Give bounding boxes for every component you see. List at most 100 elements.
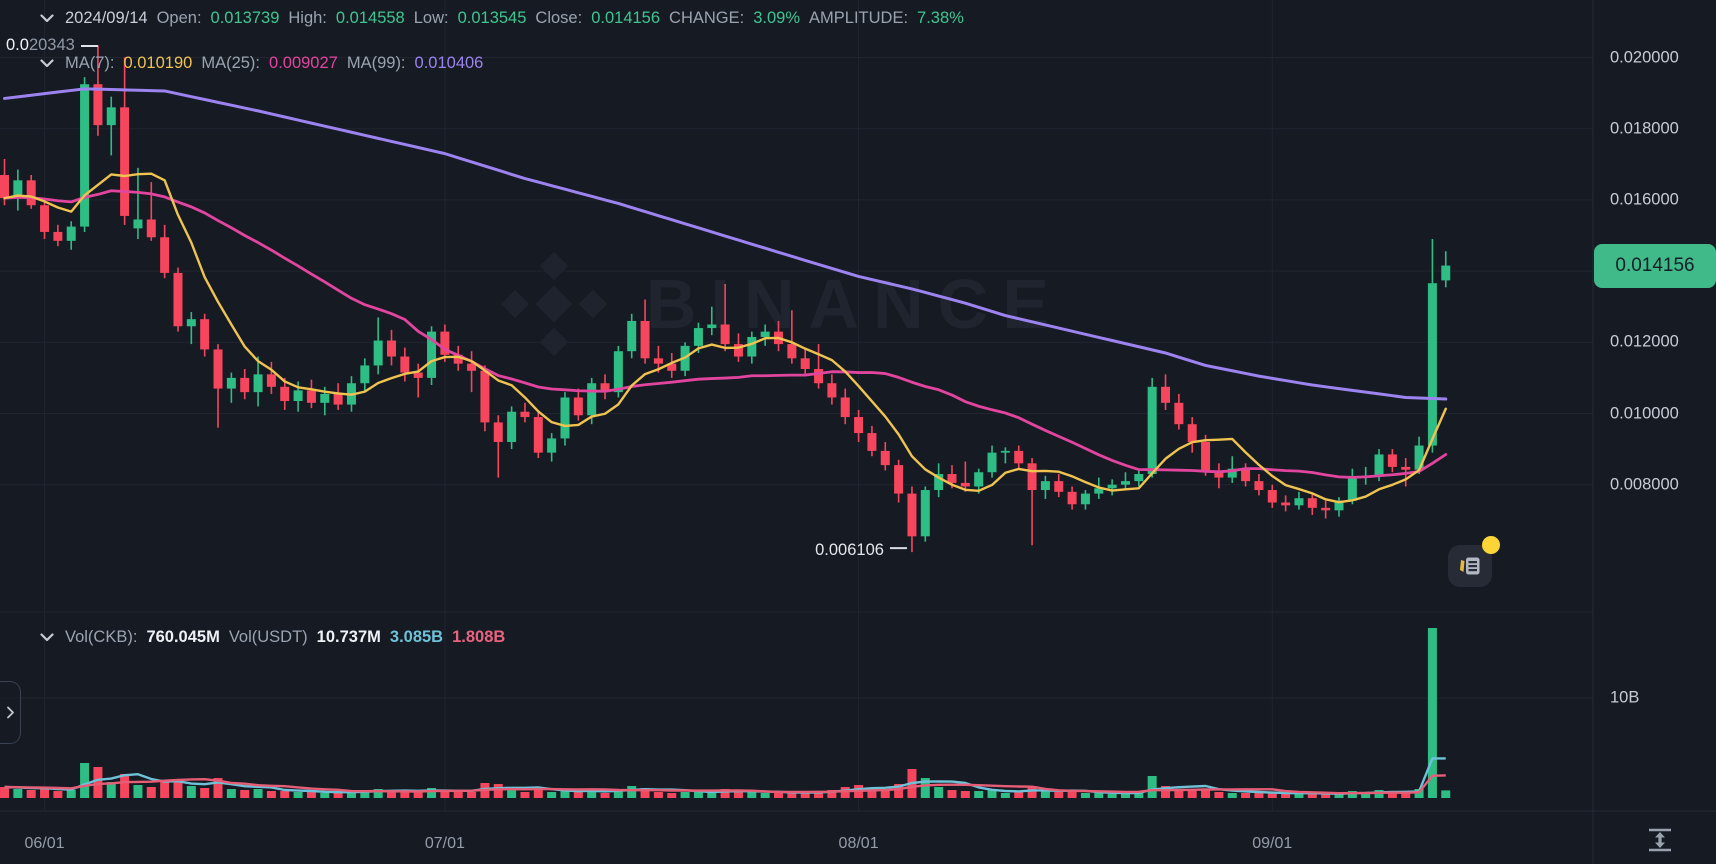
- volume-bar: [400, 792, 410, 798]
- volume-bar: [80, 763, 90, 798]
- chevron-down-icon[interactable]: [40, 633, 54, 642]
- volume-bar: [493, 784, 503, 798]
- candle: [1187, 424, 1197, 442]
- change-label: CHANGE:: [669, 9, 745, 27]
- volume-bar: [680, 792, 690, 798]
- candle: [854, 417, 864, 434]
- candle: [974, 472, 984, 487]
- volume-bar: [507, 788, 517, 798]
- candle: [333, 393, 343, 405]
- candle: [146, 219, 156, 238]
- candle: [0, 174, 9, 199]
- volume-bar: [560, 790, 570, 798]
- candle: [1014, 450, 1024, 464]
- axis-scale-icon[interactable]: [1646, 826, 1674, 854]
- candle: [907, 493, 917, 537]
- candle: [894, 465, 904, 494]
- volume-bar: [894, 784, 904, 798]
- candle: [1294, 498, 1304, 506]
- volume-bar: [13, 789, 23, 798]
- volume-axis-tick: 10B: [1610, 688, 1640, 707]
- candle: [800, 358, 810, 369]
- candle: [480, 370, 490, 423]
- vol-base-value: 760.045M: [146, 628, 220, 646]
- candle: [1321, 507, 1331, 511]
- candle: [226, 377, 236, 389]
- volume-bar: [934, 787, 944, 798]
- amplitude-label: AMPLITUDE:: [809, 9, 909, 27]
- volume-bar: [1161, 786, 1171, 798]
- volume-bar: [320, 793, 330, 798]
- volume-bar: [693, 791, 703, 798]
- candle: [1054, 481, 1064, 492]
- candle: [1427, 283, 1437, 446]
- volume-bar: [600, 793, 610, 798]
- candle: [1120, 481, 1130, 485]
- price-axis-tick: 0.020000: [1610, 48, 1679, 66]
- volume-bar: [1281, 794, 1291, 798]
- candle: [240, 377, 250, 393]
- chevron-down-icon[interactable]: [40, 14, 54, 23]
- ma99-value: 0.010406: [414, 54, 484, 72]
- volume-bar: [467, 792, 477, 798]
- price-axis[interactable]: 0.014156 0.020000 0.018000 0.016000 0.01200…: [1594, 0, 1716, 810]
- candle: [760, 331, 770, 337]
- candle: [720, 324, 730, 345]
- candle: [547, 438, 557, 453]
- trade-journal-button[interactable]: [1448, 545, 1492, 587]
- candle: [400, 356, 410, 373]
- candle: [707, 324, 717, 329]
- volume-bar: [66, 790, 76, 798]
- last-price-badge: 0.014156: [1594, 243, 1716, 288]
- candle: [1334, 500, 1344, 511]
- candle: [1254, 481, 1264, 491]
- volume-bar: [520, 792, 530, 798]
- volume-bar: [53, 791, 63, 798]
- volume-bar: [1401, 793, 1411, 798]
- volume-bar: [186, 786, 196, 798]
- volume-bar: [360, 790, 370, 798]
- candle: [1080, 493, 1090, 505]
- candle: [867, 433, 877, 451]
- candle: [306, 390, 316, 403]
- volume-bar: [1347, 791, 1357, 798]
- volume-bar: [1214, 792, 1224, 798]
- volume-bar: [974, 791, 984, 798]
- volume-bar: [867, 788, 877, 798]
- volume-bar: [200, 788, 210, 798]
- volume-bar: [1107, 794, 1117, 798]
- panel-expand-tab[interactable]: [0, 681, 21, 744]
- price-axis-tick: 0.016000: [1610, 190, 1679, 209]
- candle: [1347, 477, 1357, 501]
- volume-bar: [413, 792, 423, 798]
- candle: [1441, 265, 1451, 281]
- candle: [387, 340, 397, 357]
- price-axis-tick: 0.008000: [1610, 475, 1679, 494]
- volume-ma-slow-line: [4, 774, 1446, 795]
- candle: [1401, 466, 1411, 470]
- time-axis[interactable]: 06/01 07/01 08/01 09/01: [0, 812, 1716, 864]
- volume-bar: [1147, 776, 1157, 798]
- volume-bar: [133, 785, 143, 798]
- volume-bar: [667, 793, 677, 798]
- candle: [840, 397, 850, 418]
- candle: [1414, 445, 1424, 470]
- price-axis-tick: 0.010000: [1610, 404, 1679, 422]
- vol-ma-slow-value: 1.808B: [452, 628, 506, 646]
- volume-bar: [1267, 792, 1277, 798]
- candle: [733, 344, 743, 357]
- candle: [40, 205, 50, 232]
- volume-bar: [1201, 789, 1211, 798]
- volume-bar: [120, 774, 130, 798]
- ma99-label: MA(99):: [346, 54, 406, 72]
- volume-bar: [573, 792, 583, 798]
- candle: [106, 107, 116, 126]
- vol-base-label: Vol(CKB):: [65, 628, 138, 646]
- ma7-line: [3, 172, 1447, 504]
- volume-bar: [1014, 792, 1024, 798]
- chevron-down-icon[interactable]: [40, 59, 54, 68]
- volume-bar: [26, 790, 36, 798]
- vol-quote-value: 10.737M: [316, 628, 381, 646]
- candle: [213, 349, 223, 389]
